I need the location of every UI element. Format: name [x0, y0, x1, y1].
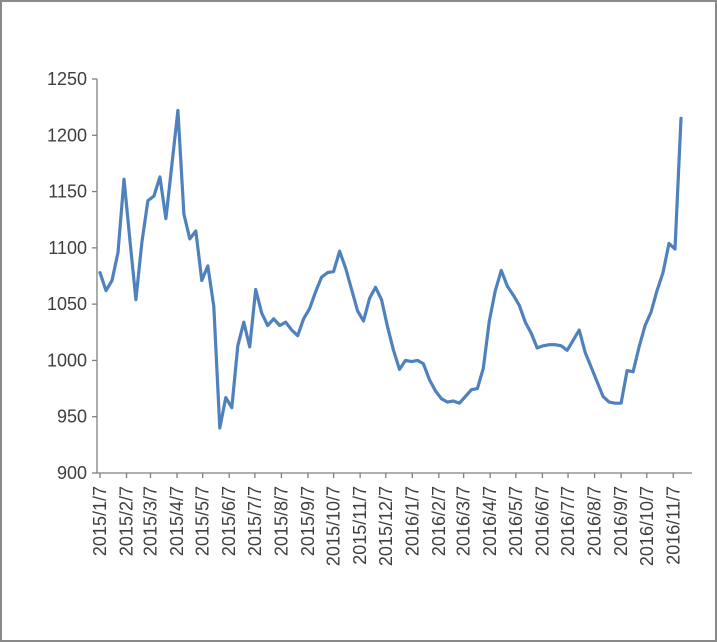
x-axis-tick-label: 2015/5/7 — [193, 486, 213, 556]
y-axis-tick-label: 1100 — [48, 238, 87, 258]
series-group — [98, 108, 683, 430]
x-axis-tick-label: 2015/9/7 — [298, 486, 318, 556]
x-axis-tick-label: 2016/1/7 — [402, 486, 422, 556]
x-axis-tick-label: 2016/5/7 — [506, 486, 526, 556]
x-axis-tick-label: 2015/4/7 — [167, 486, 187, 556]
x-axis-tick-label: 2015/2/7 — [117, 486, 137, 556]
series-line — [98, 108, 683, 430]
y-axis-tick-label: 1200 — [47, 125, 87, 145]
x-axis-tick-label: 2015/10/7 — [324, 486, 344, 566]
x-axis-tick-label: 2016/7/7 — [558, 486, 578, 556]
x-axis-tick-label: 2016/10/7 — [637, 486, 657, 566]
x-axis-tick-label: 2015/3/7 — [140, 486, 160, 556]
x-axis-tick-label: 2015/6/7 — [219, 486, 239, 556]
y-axis-tick-label: 1250 — [47, 69, 87, 89]
y-axis-tick-label: 900 — [57, 463, 87, 483]
x-axis-tick-label: 2015/12/7 — [376, 486, 396, 566]
x-axis-tick-label: 2016/4/7 — [480, 486, 500, 556]
y-axis-tick-label: 1150 — [48, 182, 87, 202]
y-axis-tick-label: 950 — [57, 407, 87, 427]
x-axis-tick-label: 2016/8/7 — [585, 486, 605, 556]
y-axis-tick-label: 1000 — [47, 350, 87, 370]
x-axis-tick-label: 2015/8/7 — [271, 486, 291, 556]
x-axis-tick-label: 2016/6/7 — [532, 486, 552, 556]
x-axis-tick-label: 2016/2/7 — [429, 486, 449, 556]
x-axis-tick-label: 2015/1/7 — [90, 486, 110, 556]
x-axis-tick-label: 2016/11/7 — [663, 486, 683, 565]
x-axis-tick-label: 2016/3/7 — [454, 486, 474, 556]
y-axis-tick-label: 1050 — [47, 294, 87, 314]
y-axis: 1250 1200 1150 1100 1050 1000 950 900 — [47, 69, 98, 483]
x-axis-tick-label: 2015/11/7 — [350, 486, 370, 565]
x-axis-tick-label: 2016/9/7 — [611, 486, 631, 556]
x-axis: 2015/1/7 2015/2/7 2015/3/7 2015/4/7 2015/5/7… — [90, 472, 692, 566]
x-axis-tick-label: 2015/7/7 — [245, 486, 265, 556]
